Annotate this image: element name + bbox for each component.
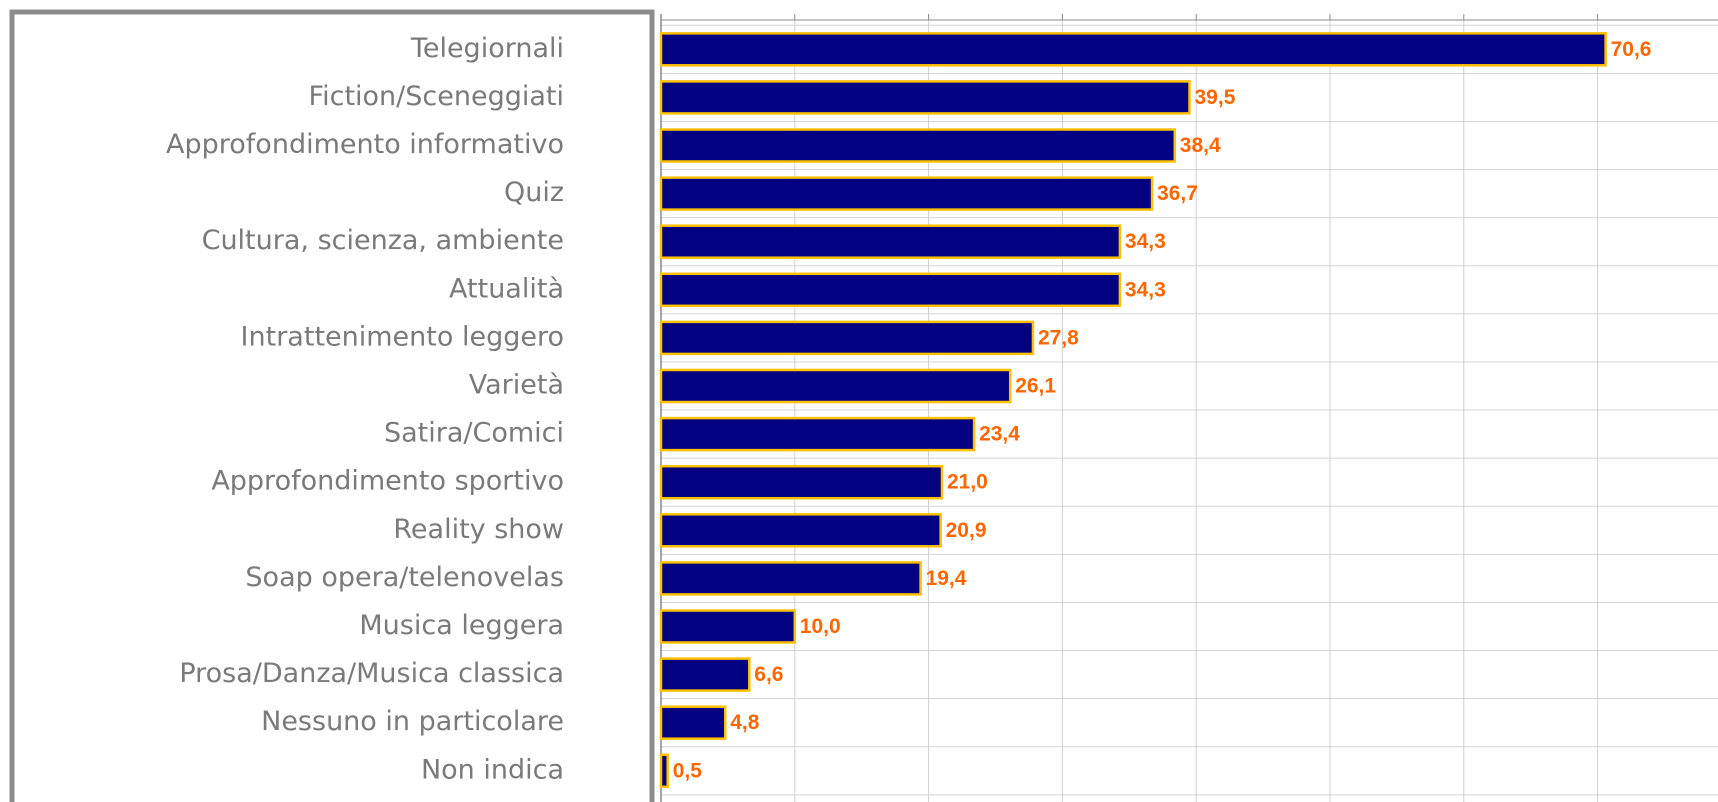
value-label: 20,9 xyxy=(946,519,987,542)
value-label: 4,8 xyxy=(730,711,760,734)
category-label: Reality show xyxy=(393,514,564,545)
bar xyxy=(659,32,1607,67)
value-label: 70,6 xyxy=(1611,38,1652,61)
value-label: 27,8 xyxy=(1038,326,1079,349)
value-label: 10,0 xyxy=(800,615,841,638)
bar xyxy=(659,224,1122,259)
bar xyxy=(659,513,942,548)
category-label: Cultura, scienza, ambiente xyxy=(202,225,564,256)
category-label: Telegiornali xyxy=(410,33,564,64)
category-label: Non indica xyxy=(421,754,564,785)
category-label: Soap opera/telenovelas xyxy=(245,562,564,593)
bar xyxy=(659,272,1122,308)
value-label: 19,4 xyxy=(926,567,967,590)
bar xyxy=(659,176,1154,211)
category-label: Intrattenimento leggero xyxy=(241,321,564,352)
bar xyxy=(659,416,976,452)
value-label: 23,4 xyxy=(979,423,1020,446)
bar xyxy=(659,561,922,596)
value-label: 34,3 xyxy=(1125,230,1166,253)
category-label: Attualità xyxy=(449,273,564,304)
bar xyxy=(659,368,1012,404)
value-label: 34,3 xyxy=(1125,278,1166,301)
bar xyxy=(659,128,1177,163)
bar xyxy=(659,320,1035,356)
category-label: Approfondimento sportivo xyxy=(211,466,564,497)
label-panel xyxy=(9,9,655,802)
category-label: Approfondimento informativo xyxy=(166,129,564,160)
category-label: Nessuno in particolare xyxy=(261,706,564,737)
category-label: Quiz xyxy=(504,177,564,208)
category-label: Fiction/Sceneggiati xyxy=(309,81,564,112)
bar xyxy=(659,80,1191,115)
value-label: 21,0 xyxy=(947,471,988,494)
value-label: 0,5 xyxy=(673,759,703,782)
value-label: 36,7 xyxy=(1157,182,1198,205)
value-label: 26,1 xyxy=(1015,375,1056,398)
bar xyxy=(659,464,944,500)
category-label: Musica leggera xyxy=(359,610,564,641)
bar xyxy=(659,705,727,740)
value-label: 6,6 xyxy=(754,663,783,686)
category-label: Prosa/Danza/Musica classica xyxy=(179,658,564,689)
category-label: Varietà xyxy=(469,370,564,401)
value-label: 39,5 xyxy=(1195,86,1236,109)
bar xyxy=(659,657,751,692)
value-label: 38,4 xyxy=(1180,134,1221,157)
category-label: Satira/Comici xyxy=(384,418,564,449)
bar xyxy=(659,753,669,789)
bar xyxy=(659,609,797,644)
